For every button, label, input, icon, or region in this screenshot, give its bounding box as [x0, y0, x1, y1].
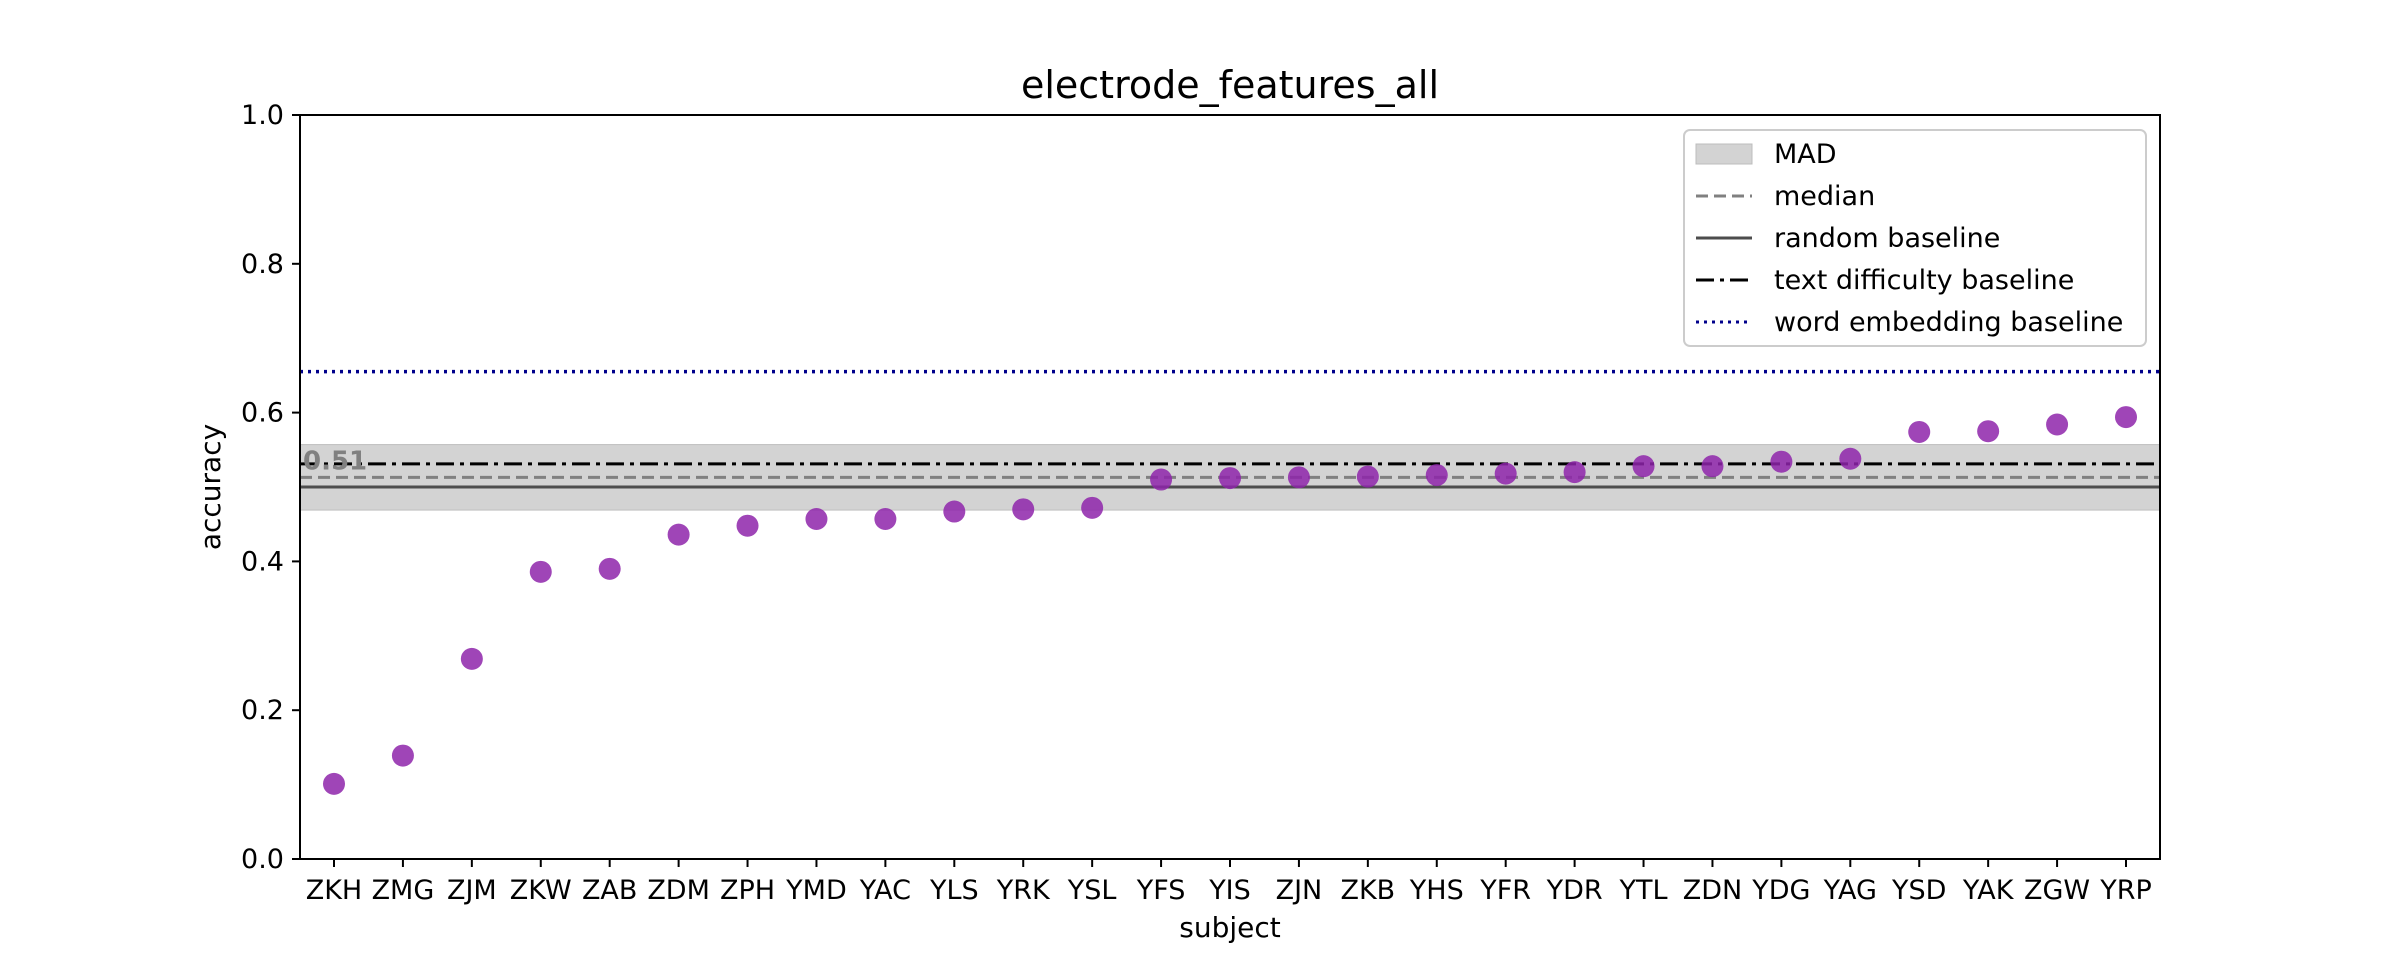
- y-tick-label: 0.2: [241, 695, 284, 726]
- data-point: [1563, 461, 1586, 484]
- plot-area: 0.51: [299, 369, 2161, 795]
- data-point: [1632, 455, 1655, 478]
- median-value-label: 0.51: [303, 446, 367, 476]
- data-point: [1770, 450, 1793, 473]
- y-tick-label: 0.0: [241, 844, 284, 875]
- x-tick-label: YIS: [1208, 875, 1251, 906]
- data-point: [805, 507, 828, 530]
- x-axis-label: subject: [1179, 911, 1281, 944]
- data-point: [736, 514, 759, 537]
- x-tick-label: ZJN: [1276, 875, 1323, 906]
- data-point: [1425, 464, 1448, 487]
- x-tick-label: YMD: [785, 875, 847, 906]
- x-tick-label: YDG: [1751, 875, 1810, 906]
- legend-label: random baseline: [1774, 223, 2000, 254]
- data-point: [1287, 466, 1310, 489]
- data-point: [943, 500, 966, 523]
- data-point: [1494, 462, 1517, 485]
- legend-label: text difficulty baseline: [1774, 265, 2074, 296]
- legend: MAD median random baseline text difficulty …: [1683, 129, 2147, 347]
- legend-label: median: [1774, 181, 1875, 212]
- chart-title: electrode_features_all: [1021, 63, 1439, 107]
- x-axis: ZKH ZMG ZJM ZKW ZAB ZDM ZPH YMD YAC YLS YRK YSL YFS Y…: [306, 859, 2152, 906]
- x-tick-label: ZPH: [720, 875, 775, 906]
- data-point: [667, 523, 690, 546]
- x-tick-label: YRK: [996, 875, 1051, 906]
- x-tick-label: ZGW: [2024, 875, 2090, 906]
- x-tick-label: YTL: [1619, 875, 1668, 906]
- data-point: [1150, 468, 1173, 491]
- x-tick-label: YSL: [1067, 875, 1117, 906]
- x-tick-label: YFR: [1479, 875, 1531, 906]
- legend-swatch-mad: [1695, 143, 1753, 165]
- x-tick-label: ZJM: [447, 875, 497, 906]
- data-point: [2115, 406, 2137, 429]
- x-tick-label: ZAB: [582, 875, 638, 906]
- x-tick-label: ZDM: [647, 875, 710, 906]
- x-tick-label: ZKH: [306, 875, 363, 906]
- data-point: [1701, 455, 1724, 478]
- y-tick-label: 0.8: [241, 249, 284, 280]
- x-tick-label: YAK: [1962, 875, 2015, 906]
- data-point: [1839, 447, 1862, 470]
- x-tick-label: YLS: [929, 875, 979, 906]
- data-point: [1012, 498, 1035, 521]
- y-tick-label: 0.6: [241, 398, 284, 429]
- data-point: [391, 744, 414, 767]
- x-tick-label: YRP: [2099, 875, 2152, 906]
- legend-label: MAD: [1774, 139, 1837, 170]
- x-tick-label: YAG: [1823, 875, 1877, 906]
- x-tick-label: YSD: [1891, 875, 1946, 906]
- data-point: [2046, 413, 2069, 436]
- legend-box: [1683, 129, 2147, 347]
- data-point: [529, 560, 552, 583]
- data-point: [874, 507, 897, 530]
- y-tick-label: 0.4: [241, 546, 284, 577]
- x-tick-label: ZKB: [1340, 875, 1395, 906]
- y-axis: 0.0 0.2 0.4 0.6 0.8 1.0: [241, 100, 300, 875]
- legend-label: word embedding baseline: [1774, 307, 2123, 338]
- x-tick-label: YFS: [1136, 875, 1186, 906]
- x-tick-label: ZMG: [372, 875, 435, 906]
- data-point: [323, 772, 345, 795]
- data-point: [460, 647, 483, 670]
- x-tick-label: YAC: [859, 875, 911, 906]
- data-point: [1219, 467, 1241, 490]
- data-point: [598, 557, 621, 580]
- data-point: [1356, 465, 1379, 488]
- data-point: [1081, 496, 1104, 519]
- data-point: [1977, 420, 2000, 443]
- x-tick-label: ZDN: [1683, 875, 1742, 906]
- data-point: [1908, 420, 1931, 443]
- x-tick-label: YDR: [1546, 875, 1603, 906]
- y-axis-label: accuracy: [194, 424, 227, 550]
- x-tick-label: YHS: [1409, 875, 1464, 906]
- x-tick-label: ZKW: [510, 875, 572, 906]
- y-tick-label: 1.0: [241, 100, 284, 131]
